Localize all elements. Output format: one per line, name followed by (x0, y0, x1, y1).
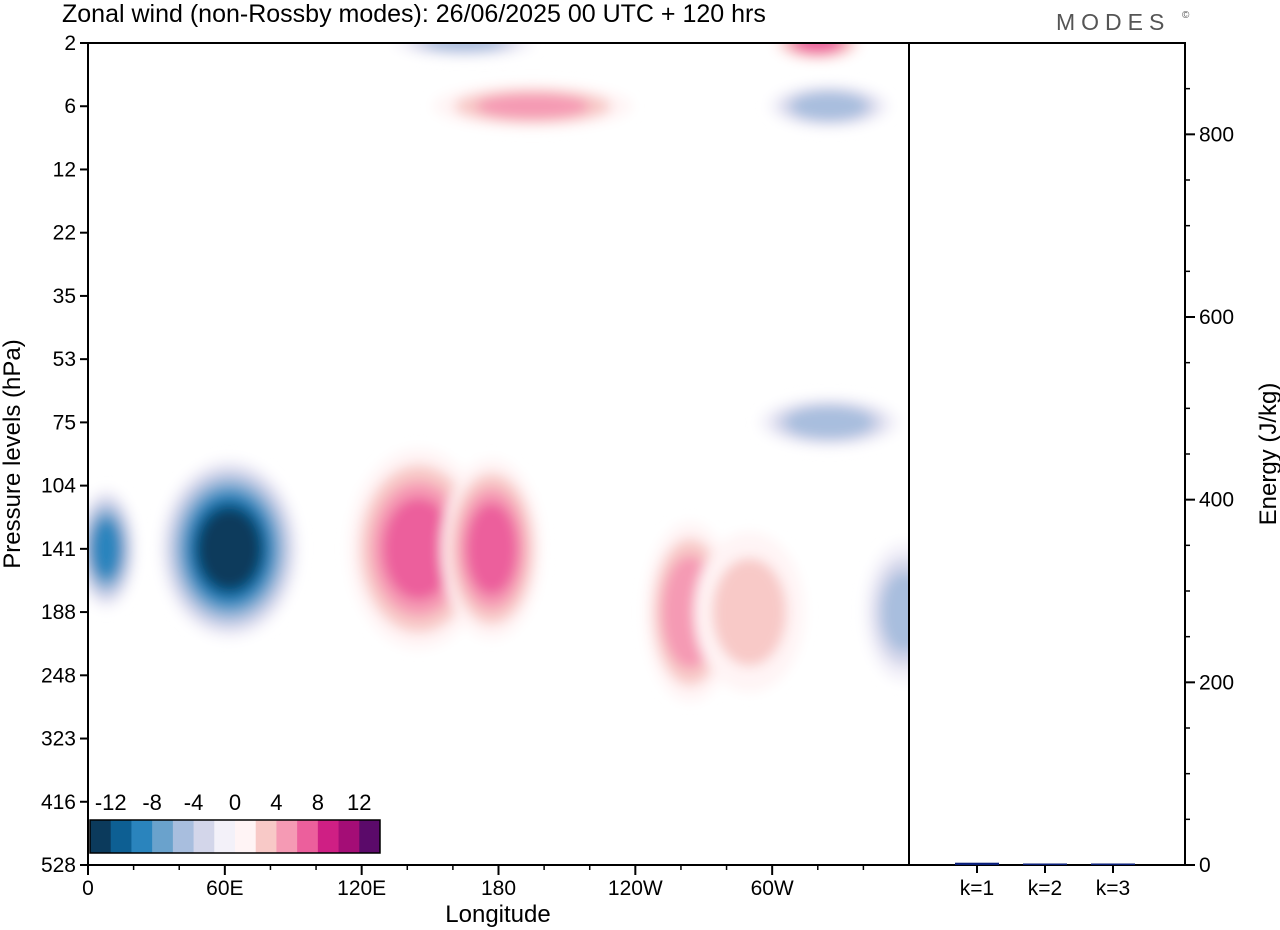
heatmap-area (88, 43, 909, 865)
contour-negative-0-10E (91, 520, 121, 578)
colorbar-swatch (297, 820, 319, 853)
y-tick-label: 12 (53, 158, 76, 181)
colorbar-swatch (255, 820, 277, 853)
y-axis-label: Pressure levels (hPa) (0, 339, 26, 568)
contour-negative-core-60E (198, 508, 261, 589)
energy-tick-label: 800 (1199, 123, 1234, 146)
y-tick-label: 528 (41, 854, 76, 877)
x-tick-label: 120W (608, 877, 663, 900)
energy-tick-label: 200 (1199, 671, 1234, 694)
colorbar-tick-label: 8 (312, 790, 324, 815)
energy-panel-frame (908, 42, 1186, 866)
energy-bars: k=1 k=2 k=3 (955, 862, 1135, 900)
energy-bar (1091, 863, 1135, 865)
contour-negative-east-edge (881, 572, 909, 652)
chart-title: Zonal wind (non-Rossby modes): 26/06/202… (62, 0, 766, 28)
energy-bar (955, 862, 999, 865)
colorbar-swatch (214, 820, 236, 853)
colorbar-tick-label: -8 (142, 790, 162, 815)
energy-tick-label: 0 (1199, 854, 1211, 877)
energy-category-label: k=1 (960, 877, 994, 900)
colorbar-tick-label: 0 (229, 790, 241, 815)
colorbar-frame (89, 819, 381, 854)
y-tick-label: 6 (64, 95, 76, 118)
colorbar-swatch (131, 820, 153, 853)
energy-tick-label: 600 (1199, 306, 1234, 329)
colorbar-tick-label: -12 (95, 790, 127, 815)
y-tick-label: 323 (41, 728, 76, 751)
colorbar-swatch (193, 820, 215, 853)
y-tick-label: 2 (64, 32, 76, 55)
colorbar (89, 819, 381, 854)
x-tick-label: 60E (206, 877, 243, 900)
colorbar-tick-label: 4 (270, 790, 282, 815)
x-tick-label: 0 (82, 877, 94, 900)
energy-category-label: k=3 (1096, 877, 1130, 900)
contour-negative-stratosphere-4hPa (424, 43, 504, 51)
colorbar-swatch (338, 820, 360, 853)
colorbar-tick-label: -4 (184, 790, 204, 815)
x-tick-label: 180 (481, 877, 516, 900)
x-tick-label: 60W (751, 877, 794, 900)
colorbar-swatch (317, 820, 340, 853)
colorbar-tick-labels: -12 -8 -4 0 4 8 12 (95, 790, 372, 815)
colorbar-swatch (359, 820, 381, 853)
contour-positive-75W (712, 558, 787, 667)
y-tick-label: 416 (41, 791, 76, 814)
y-tick-label: 248 (41, 664, 76, 687)
energy-category-label: k=2 (1028, 877, 1062, 900)
colorbar-tick-label: 12 (347, 790, 371, 815)
y-tick-label: 53 (53, 348, 76, 371)
contour-negative-stripe-75hPa (785, 406, 874, 439)
colorbar-swatch (152, 820, 174, 853)
contour-positive-core-145E (382, 497, 455, 601)
colorbar-swatch (110, 820, 132, 853)
contour-positive-stratosphere-6hPa (476, 93, 590, 119)
energy-axis-label: Energy (J/kg) (1255, 383, 1280, 526)
y-tick-label: 22 (53, 222, 76, 245)
x-tick-label: 120E (337, 877, 386, 900)
y-tick-label: 75 (53, 411, 76, 434)
colorbar-swatch (172, 820, 195, 853)
heatmap-contours (88, 43, 909, 703)
colorbar-swatch (90, 820, 112, 853)
contour-negative-stratosphere-6hPa (791, 92, 867, 121)
x-axis-ticks: 0 60E 120E 180 120W 60W (82, 865, 865, 900)
energy-axis-ticks: 0 200 400 600 800 (1185, 87, 1234, 877)
y-tick-label: 141 (41, 538, 76, 561)
heatmap-background (88, 43, 909, 865)
y-tick-label: 35 (53, 285, 76, 308)
energy-tick-label: 400 (1199, 489, 1234, 512)
brand-logo: MODES (1056, 9, 1170, 35)
y-tick-label: 188 (41, 601, 76, 624)
x-axis-label: Longitude (445, 901, 550, 928)
y-axis-ticks: 2 6 12 22 35 53 75 104 141 188 248 323 416 528 (41, 32, 88, 877)
contour-positive-stratosphere-2hPa (794, 43, 841, 53)
y-tick-label: 104 (41, 475, 76, 498)
energy-bar (1023, 863, 1067, 865)
colorbar-swatch (276, 820, 298, 853)
brand-mark: © (1182, 10, 1190, 21)
contour-positive-core-175E (466, 502, 518, 595)
colorbar-swatch (235, 820, 257, 853)
